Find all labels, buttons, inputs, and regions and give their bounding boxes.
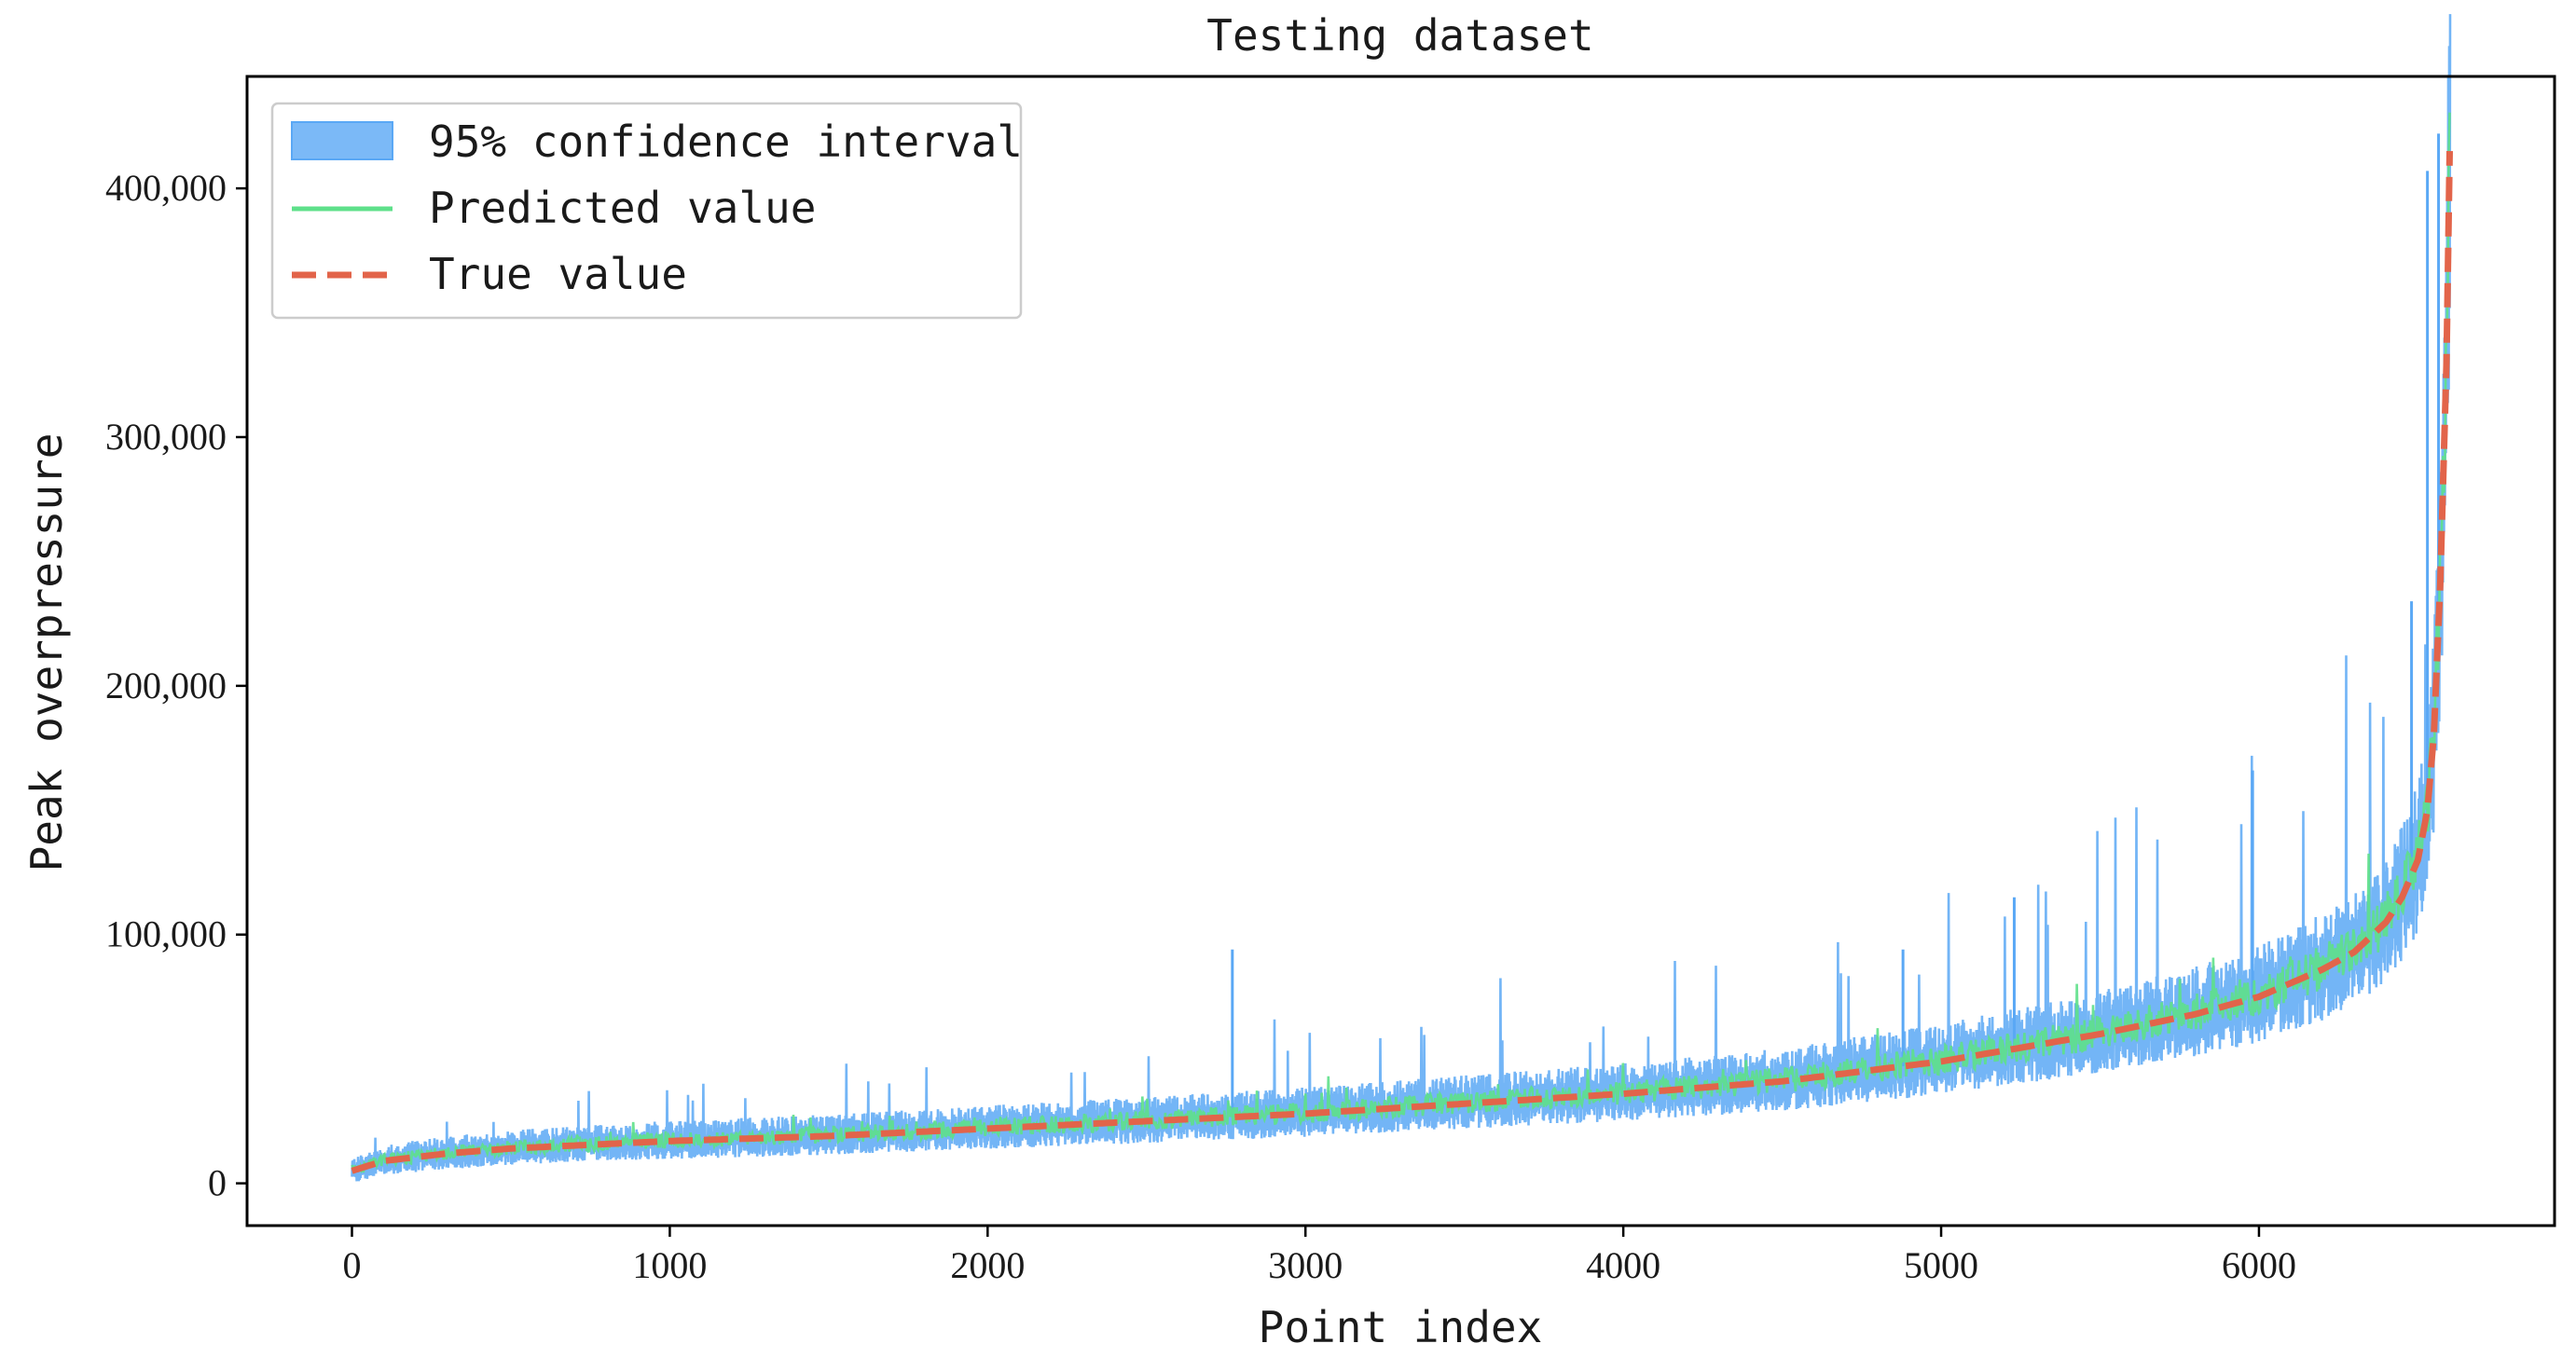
x-tick-label: 2000	[950, 1244, 1025, 1286]
axis-ticks: 0 1000 2000 3000 4000 5000 6000 0 100,000 200,000…	[105, 167, 2296, 1286]
plot-area	[351, 14, 2453, 1182]
predicted-line	[351, 112, 2451, 1174]
y-tick-label: 0	[208, 1162, 227, 1204]
legend-label: True value	[429, 249, 687, 299]
plot-frame	[245, 75, 2556, 1227]
y-tick-label: 400,000	[105, 167, 227, 209]
y-tick-label: 200,000	[105, 665, 227, 706]
legend-label: Predicted value	[429, 183, 816, 233]
legend: 95% confidence interval Predicted value Tr…	[270, 102, 1023, 320]
x-tick-label: 1000	[632, 1244, 707, 1286]
x-tick-label: 5000	[1904, 1244, 1978, 1286]
legend-box	[270, 102, 1023, 320]
x-axis-label: Point index	[1259, 1302, 1543, 1352]
x-tick-label: 6000	[2222, 1244, 2296, 1286]
x-tick-label: 0	[343, 1244, 362, 1286]
true-value-line	[351, 151, 2453, 1174]
y-tick-label: 300,000	[105, 416, 227, 458]
y-tick-label: 100,000	[105, 913, 227, 955]
legend-swatch-band	[291, 121, 393, 160]
x-tick-label: 4000	[1586, 1244, 1660, 1286]
legend-label: 95% confidence interval	[429, 117, 1023, 167]
x-tick-label: 3000	[1268, 1244, 1343, 1286]
chart-title: Testing dataset	[1206, 10, 1593, 61]
y-axis-label: Peak overpressure	[21, 433, 72, 872]
